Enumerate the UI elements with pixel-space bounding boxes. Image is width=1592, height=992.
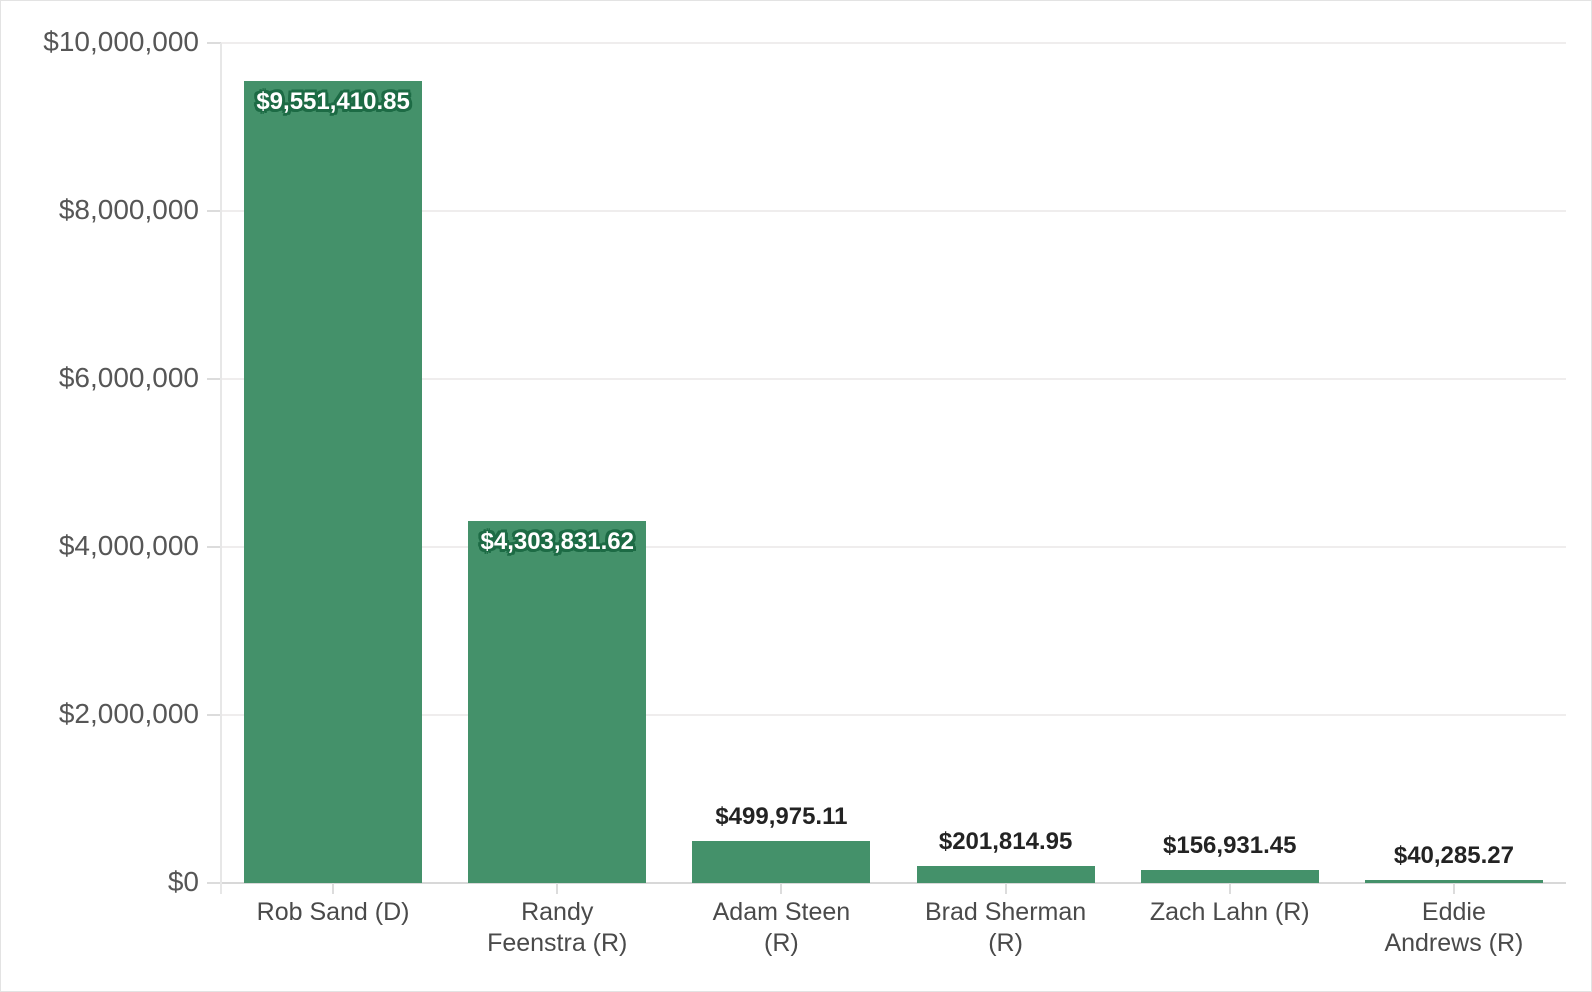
y-gridline	[221, 378, 1566, 380]
bar-2[interactable]	[468, 521, 647, 883]
bar-value-label: $40,285.27	[1393, 841, 1514, 869]
x-axis-tick	[780, 883, 783, 894]
y-axis-tick	[207, 210, 221, 212]
bar-5[interactable]	[1140, 869, 1319, 883]
x-axis-category-label: Randy Feenstra (R)	[487, 898, 628, 957]
y-axis-tick-label: $0	[167, 866, 199, 897]
y-axis-tick-label: $8,000,000	[58, 194, 199, 225]
bar-value-label: $4,303,831.62	[480, 528, 634, 556]
bar-1[interactable]	[244, 80, 423, 883]
x-axis-baseline	[221, 882, 1566, 884]
x-axis-category-label: Eddie Andrews (R)	[1384, 898, 1524, 957]
x-axis-tick	[1452, 883, 1455, 894]
x-axis-category-label: Adam Steen (R)	[712, 898, 851, 957]
y-axis-tick	[207, 882, 221, 884]
y-gridline	[221, 546, 1566, 548]
y-axis-tick	[207, 378, 221, 380]
y-axis-tick-label: $4,000,000	[58, 530, 199, 561]
y-axis-tick-label: $10,000,000	[43, 26, 199, 57]
y-axis-tick	[207, 546, 221, 548]
x-axis-category-label: Rob Sand (D)	[256, 898, 410, 926]
y-gridline	[221, 210, 1566, 212]
bar-value-label: $201,814.95	[938, 828, 1073, 856]
x-axis-category-label: Zach Lahn (R)	[1149, 898, 1310, 926]
x-axis-tick	[1004, 883, 1007, 894]
y-gridline	[221, 42, 1566, 44]
x-axis-tick	[1228, 883, 1231, 894]
bar-3[interactable]	[692, 841, 871, 883]
x-axis-tick	[332, 883, 335, 894]
y-axis-tick-label: $6,000,000	[58, 362, 199, 393]
y-axis-tick	[207, 42, 221, 44]
bar-6[interactable]	[1364, 879, 1543, 883]
bar-4[interactable]	[916, 866, 1095, 883]
bar-value-label: $156,931.45	[1163, 831, 1297, 859]
bar-value-label: $499,975.11	[715, 803, 848, 830]
bar-value-label: $9,551,410.85	[256, 87, 410, 115]
y-axis-line	[220, 43, 222, 894]
y-axis-tick	[207, 714, 221, 716]
y-axis-tick-label: $2,000,000	[58, 698, 199, 729]
x-axis-category-label: Brad Sherman (R)	[924, 898, 1087, 957]
y-gridline	[221, 714, 1566, 716]
x-axis-tick	[556, 883, 559, 894]
